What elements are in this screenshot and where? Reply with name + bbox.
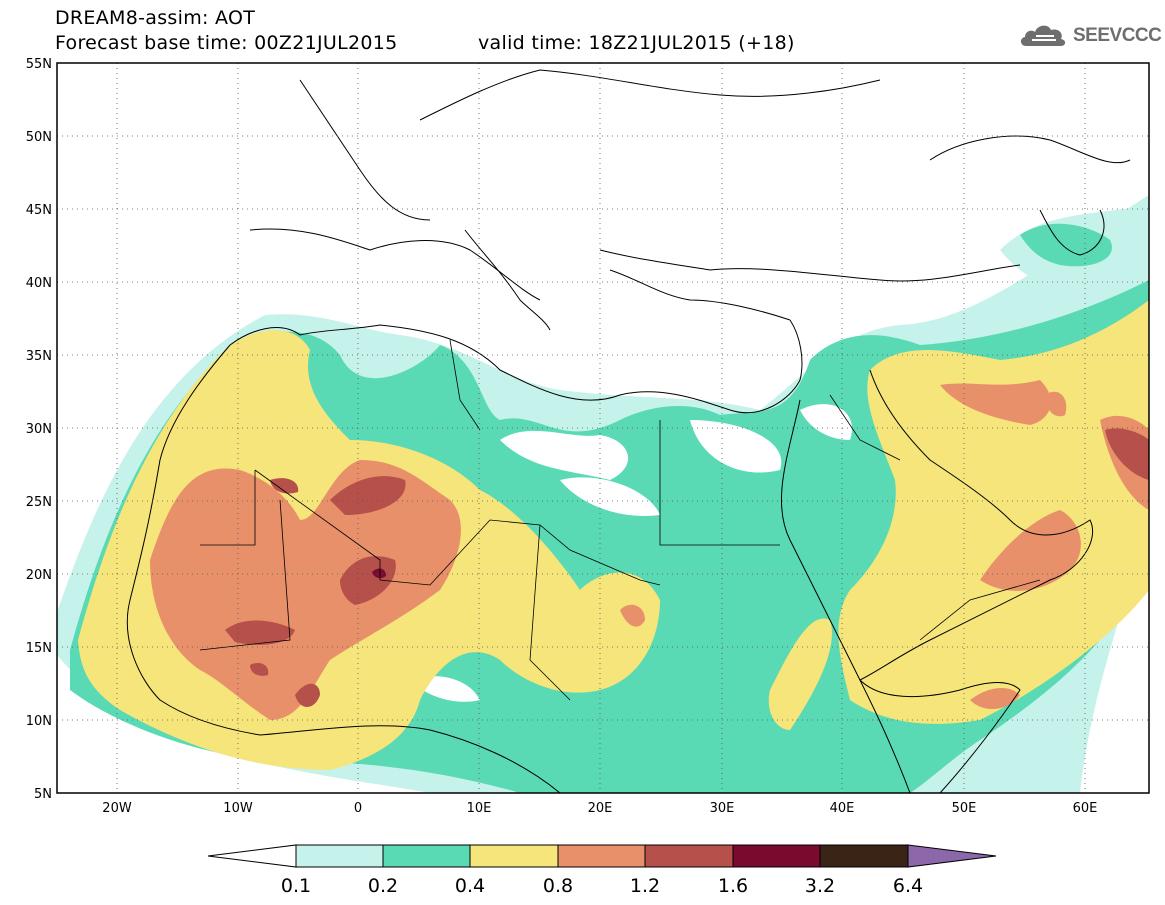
colorbar-label: 1.6 [718,875,748,897]
lat-tick: 5N [34,787,52,802]
colorbar-label: 0.1 [281,875,311,897]
lon-tick: 30E [710,801,735,816]
lat-tick: 35N [26,349,52,364]
lon-tick: 20E [588,801,613,816]
colorbar-segment [557,844,646,868]
graticule [57,63,1149,793]
aot-clear-patches [410,404,852,702]
colorbar-segment [382,844,471,868]
colorbar-label: 6.4 [893,875,923,897]
cloud-icon [1020,25,1066,46]
colorbar-labels: 0.1 0.2 0.4 0.8 1.2 1.6 3.2 6.4 [281,875,923,897]
aot-band-1.2 [225,428,1149,708]
lat-tick: 10N [26,714,52,729]
lon-tick: 0 [354,801,362,816]
colorbar-segment [469,844,559,868]
lon-tick: 50E [952,801,977,816]
colorbar-label: 3.2 [805,875,835,897]
lon-tick: 60E [1073,801,1098,816]
lon-tick: 20W [102,801,132,816]
colorbar-segment [819,844,909,868]
borders [199,339,1041,701]
lat-tick: 40N [26,276,52,291]
colorbar-segment [295,844,384,868]
lat-tick: 25N [26,495,52,510]
colorbar [207,844,997,868]
lat-axis: 55N 50N 45N 40N 35N 30N 25N 20N 15N 10N … [26,57,52,802]
logo-text: SEEVCCC [1073,25,1162,46]
colorbar-label: 0.8 [543,875,573,897]
colorbar-label: 1.2 [630,875,660,897]
colorbar-max-arrow [907,844,997,868]
forecast-base-time: Forecast base time: 00Z21JUL2015 [55,32,398,54]
lat-tick: 45N [26,203,52,218]
map-frame [56,62,1150,794]
lon-tick: 10W [223,801,253,816]
seevccc-logo: SEEVCCC [1018,22,1162,50]
colorbar-segment [732,844,821,868]
valid-time: valid time: 18Z21JUL2015 (+18) [478,32,795,54]
lat-tick: 15N [26,641,52,656]
lat-tick: 20N [26,568,52,583]
coastlines [126,69,1131,794]
lat-tick: 50N [26,130,52,145]
lat-tick: 30N [26,422,52,437]
lon-axis: 20W 10W 0 10E 20E 30E 40E 50E 60E [102,801,1097,816]
aot-band-1.6 [372,568,386,579]
lon-tick: 40E [830,801,855,816]
colorbar-label: 0.4 [455,875,485,897]
colorbar-min-arrow [207,844,297,868]
lon-tick: 10E [467,801,492,816]
map-area [56,62,1150,794]
colorbar-segment [644,844,734,868]
colorbar-label: 0.2 [368,875,398,897]
lat-tick: 55N [26,57,52,72]
map-title: DREAM8-assim: AOT [55,7,256,29]
